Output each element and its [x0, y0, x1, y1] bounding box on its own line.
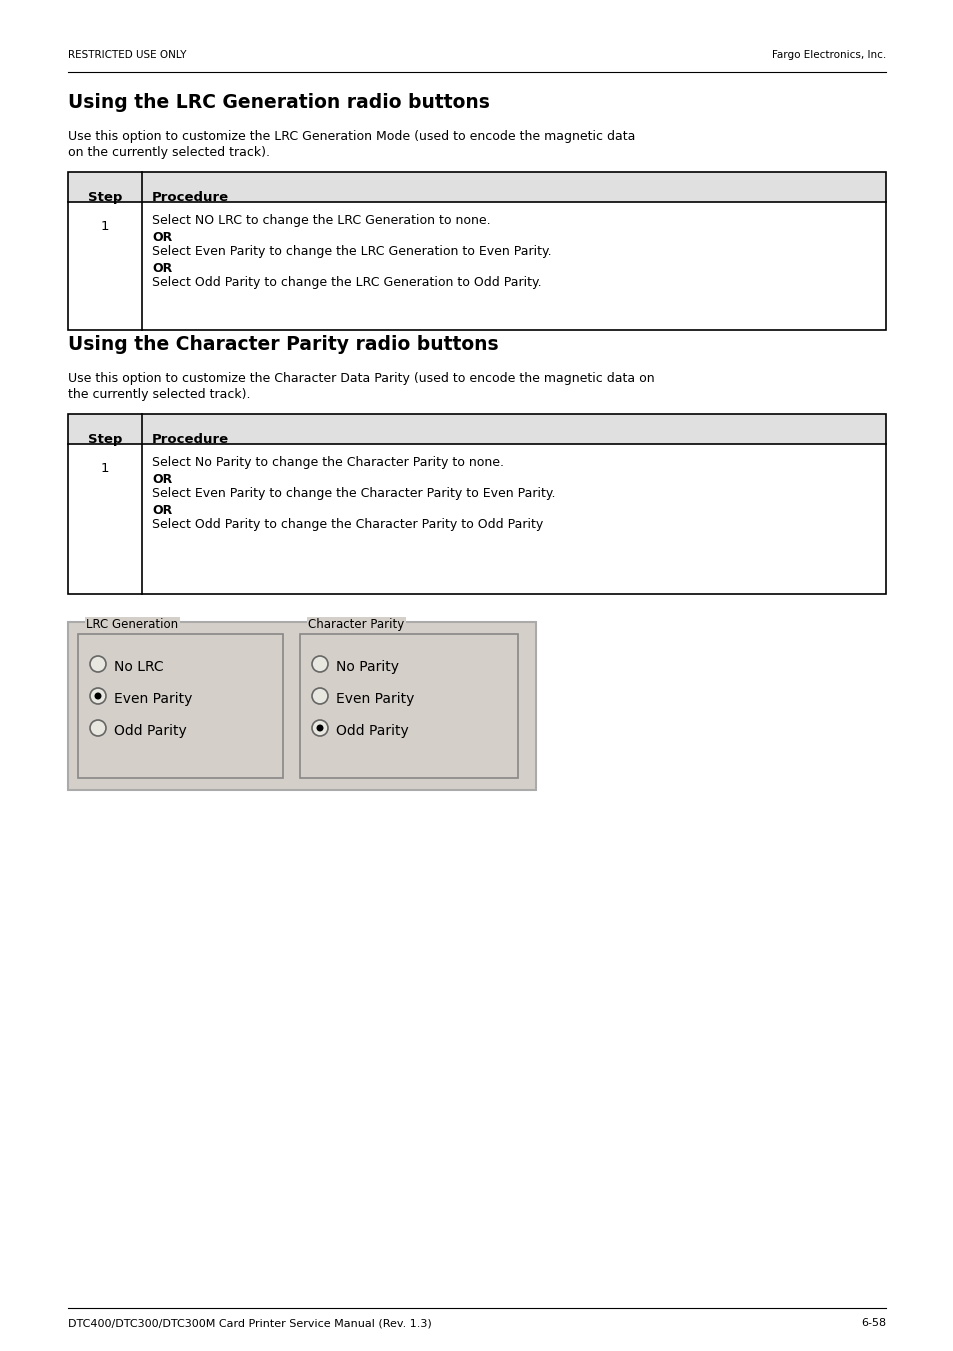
Text: Even Parity: Even Parity [113, 692, 193, 707]
Text: Even Parity: Even Parity [335, 692, 414, 707]
Text: on the currently selected track).: on the currently selected track). [68, 146, 270, 159]
Text: OR: OR [152, 504, 172, 517]
Text: Using the Character Parity radio buttons: Using the Character Parity radio buttons [68, 335, 498, 354]
Text: 1: 1 [101, 462, 110, 476]
Text: No Parity: No Parity [335, 661, 398, 674]
Text: Odd Parity: Odd Parity [113, 724, 187, 738]
Text: Procedure: Procedure [152, 190, 229, 204]
Text: Step: Step [88, 190, 122, 204]
Text: 6-58: 6-58 [860, 1319, 885, 1328]
Text: Use this option to customize the Character Data Parity (used to encode the magne: Use this option to customize the Charact… [68, 372, 654, 385]
Text: Fargo Electronics, Inc.: Fargo Electronics, Inc. [771, 50, 885, 59]
Text: Select Odd Parity to change the Character Parity to Odd Parity: Select Odd Parity to change the Characte… [152, 517, 542, 531]
Circle shape [312, 720, 328, 736]
Text: Select Odd Parity to change the LRC Generation to Odd Parity.: Select Odd Parity to change the LRC Gene… [152, 276, 541, 289]
Text: Use this option to customize the LRC Generation Mode (used to encode the magneti: Use this option to customize the LRC Gen… [68, 130, 635, 143]
Text: Using the LRC Generation radio buttons: Using the LRC Generation radio buttons [68, 93, 489, 112]
Text: Select NO LRC to change the LRC Generation to none.: Select NO LRC to change the LRC Generati… [152, 213, 490, 227]
Text: LRC Generation: LRC Generation [86, 617, 178, 631]
Text: Procedure: Procedure [152, 434, 229, 446]
Text: Character Parity: Character Parity [308, 617, 404, 631]
Circle shape [316, 724, 323, 731]
Text: Step: Step [88, 434, 122, 446]
Bar [68, 621, 536, 790]
Circle shape [90, 720, 106, 736]
Bar [68, 413, 885, 594]
Bar [68, 172, 885, 330]
Text: OR: OR [152, 262, 172, 276]
Text: No LRC: No LRC [113, 661, 164, 674]
Text: the currently selected track).: the currently selected track). [68, 388, 251, 401]
Circle shape [90, 688, 106, 704]
Circle shape [94, 693, 101, 700]
Bar [299, 634, 517, 778]
Circle shape [312, 688, 328, 704]
Text: RESTRICTED USE ONLY: RESTRICTED USE ONLY [68, 50, 186, 59]
Text: Odd Parity: Odd Parity [335, 724, 408, 738]
Text: OR: OR [152, 231, 172, 245]
Bar [78, 634, 283, 778]
Text: 1: 1 [101, 220, 110, 232]
Circle shape [312, 657, 328, 671]
Text: DTC400/DTC300/DTC300M Card Printer Service Manual (Rev. 1.3): DTC400/DTC300/DTC300M Card Printer Servi… [68, 1319, 432, 1328]
Text: Select Even Parity to change the Character Parity to Even Parity.: Select Even Parity to change the Charact… [152, 486, 555, 500]
Text: Select Even Parity to change the LRC Generation to Even Parity.: Select Even Parity to change the LRC Gen… [152, 245, 551, 258]
Text: Select No Parity to change the Character Parity to none.: Select No Parity to change the Character… [152, 457, 503, 469]
Bar [68, 413, 885, 444]
Circle shape [90, 657, 106, 671]
Text: OR: OR [152, 473, 172, 486]
Bar [68, 172, 885, 203]
